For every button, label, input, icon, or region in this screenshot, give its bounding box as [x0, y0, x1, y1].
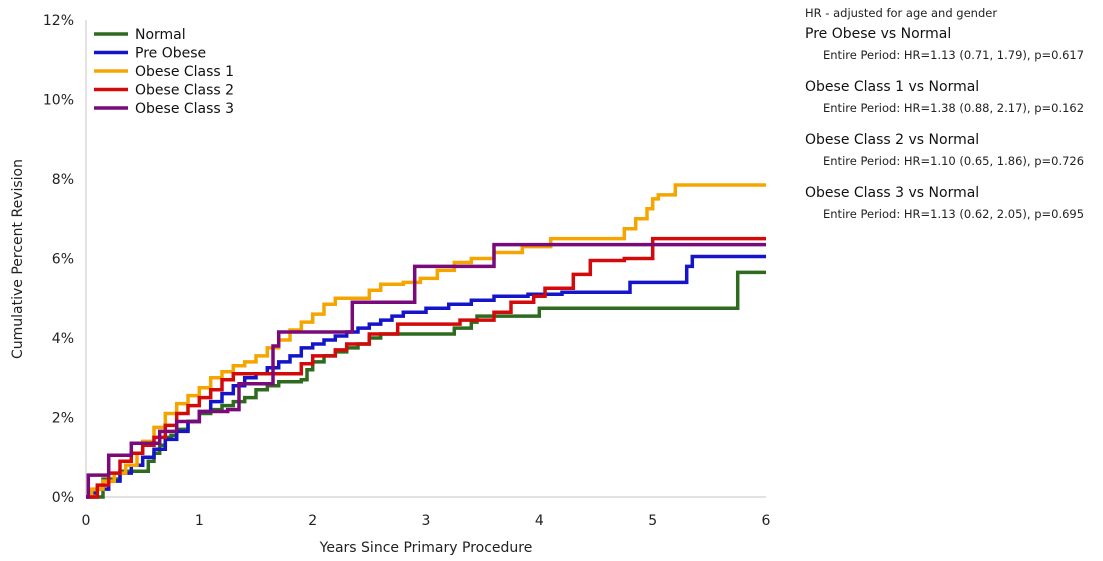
y-tick-label: 8%: [52, 172, 74, 188]
legend-item-obese-class-1: Obese Class 1: [94, 64, 234, 80]
hr-title: Obese Class 2 vs Normal: [805, 132, 980, 148]
y-tick-label: 12%: [43, 13, 74, 29]
y-axis-title: Cumulative Percent Revision: [10, 159, 26, 359]
legend-item-obese-class-3: Obese Class 3: [94, 101, 234, 117]
hr-item-obese-class-2: Obese Class 2 vs Normal Entire Period: H…: [805, 132, 1100, 168]
legend-item-obese-class-2: Obese Class 2: [94, 83, 234, 99]
hr-title: Pre Obese vs Normal: [805, 26, 952, 42]
hr-item-obese-class-3: Obese Class 3 vs Normal Entire Period: H…: [805, 185, 1100, 221]
x-tick-label: 1: [195, 513, 204, 529]
km-chart: 0% 2% 4% 6% 8% 10% 12% 0 1 2 3 4 5 6 Cumulative Perc…: [10, 13, 771, 556]
series-line-normal: [86, 270, 766, 499]
hr-item-pre-obese: Pre Obese vs Normal Entire Period: HR=1.…: [805, 26, 1100, 62]
y-tick-label: 2%: [52, 411, 74, 427]
x-axis-title: Years Since Primary Procedure: [319, 540, 533, 556]
axes: [85, 20, 766, 498]
series-lines: [86, 183, 766, 499]
hr-header: HR - adjusted for age and gender: [805, 6, 998, 20]
x-tick-label: 0: [82, 513, 91, 529]
legend-label: Pre Obese: [135, 46, 206, 62]
y-tick-label: 10%: [43, 93, 74, 109]
legend-label: Obese Class 3: [135, 101, 234, 117]
x-tick-label: 5: [648, 513, 657, 529]
y-tick-label: 6%: [52, 252, 74, 268]
x-tick-label: 4: [535, 513, 544, 529]
hr-title: Obese Class 1 vs Normal: [805, 79, 980, 95]
series-line-obese-class-1: [86, 183, 766, 499]
hr-title: Obese Class 3 vs Normal: [805, 185, 980, 201]
hr-detail: Entire Period: HR=1.38 (0.88, 2.17), p=0…: [823, 101, 1085, 115]
hr-detail: Entire Period: HR=1.13 (0.62, 2.05), p=0…: [823, 207, 1085, 221]
x-tick-labels: 0 1 2 3 4 5 6: [82, 513, 771, 529]
series-line-obese-class-2: [86, 236, 766, 499]
legend: Normal Pre Obese Obese Class 1 Obese Class …: [94, 27, 234, 117]
y-tick-label: 0%: [52, 490, 74, 506]
legend-label: Obese Class 2: [135, 83, 234, 99]
legend-label: Obese Class 1: [135, 64, 234, 80]
x-tick-label: 3: [422, 513, 431, 529]
legend-item-normal: Normal: [94, 27, 186, 43]
legend-item-pre-obese: Pre Obese: [94, 46, 206, 62]
x-tick-label: 6: [762, 513, 771, 529]
x-tick-label: 2: [308, 513, 317, 529]
y-tick-label: 4%: [52, 331, 74, 347]
hr-detail: Entire Period: HR=1.13 (0.71, 1.79), p=0…: [823, 48, 1085, 62]
hr-detail: Entire Period: HR=1.10 (0.65, 1.86), p=0…: [823, 154, 1085, 168]
hazard-ratio-panel: HR - adjusted for age and gender Pre Obe…: [805, 6, 1100, 238]
series-line-obese-class-3: [86, 242, 766, 499]
y-tick-labels: 0% 2% 4% 6% 8% 10% 12%: [43, 13, 74, 506]
legend-label: Normal: [135, 27, 186, 43]
hr-item-obese-class-1: Obese Class 1 vs Normal Entire Period: H…: [805, 79, 1100, 115]
series-line-pre-obese: [86, 254, 766, 499]
